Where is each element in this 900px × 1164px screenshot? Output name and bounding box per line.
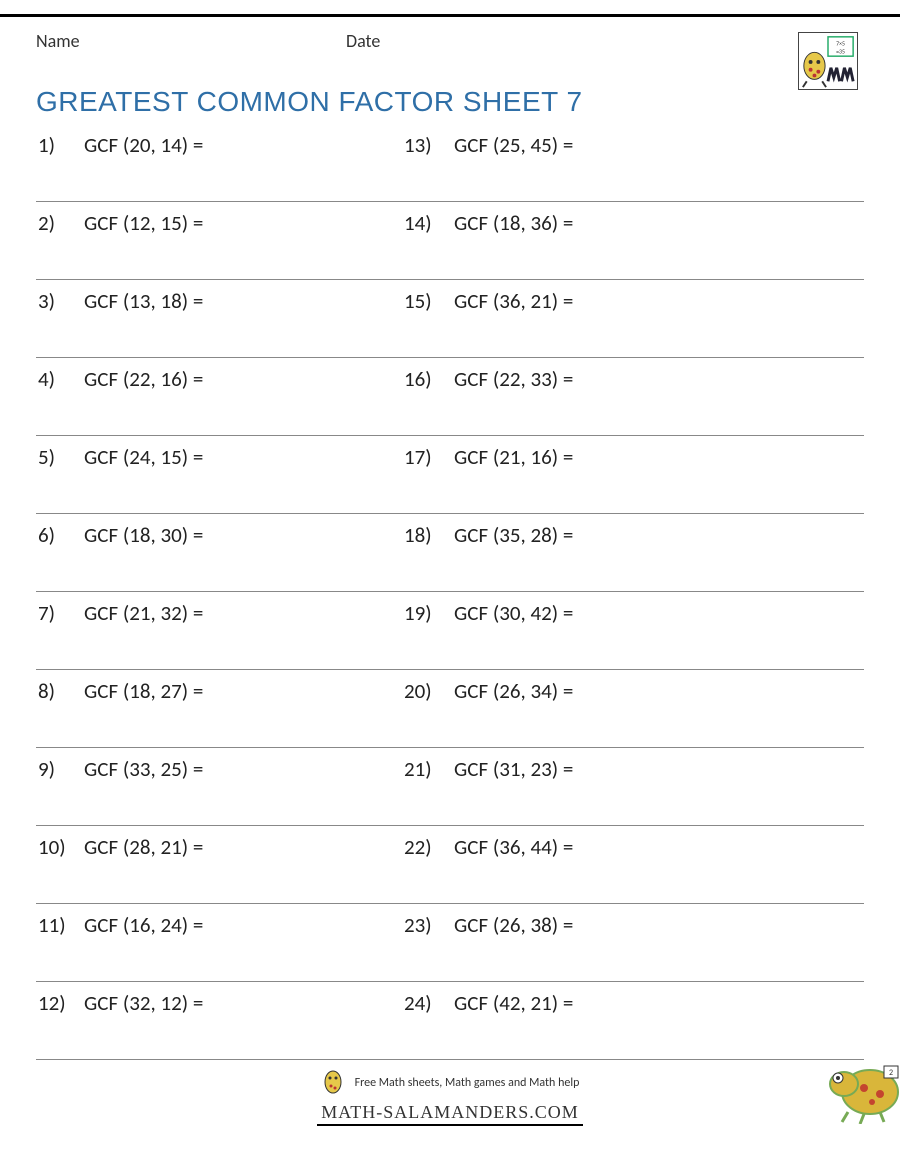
problem-number: 18): [404, 522, 454, 548]
svg-text:2: 2: [889, 1068, 893, 1078]
problem-grid: 1)GCF (20, 14) =13)GCF (25, 45) =2)GCF (…: [36, 124, 864, 1060]
problem-text: GCF (35, 28) =: [454, 522, 864, 548]
problem-number: 12): [36, 990, 84, 1016]
problem-text: GCF (42, 21) =: [454, 990, 864, 1016]
salamander-small-icon: [321, 1066, 347, 1100]
problem-row: 2)GCF (12, 15) =14)GCF (18, 36) =: [36, 202, 864, 280]
problem-number: 15): [404, 288, 454, 314]
problem-row: 12)GCF (32, 12) =24)GCF (42, 21) =: [36, 982, 864, 1060]
problem-text: GCF (26, 38) =: [454, 912, 864, 938]
problem-number: 17): [404, 444, 454, 470]
problem-row: 3)GCF (13, 18) =15)GCF (36, 21) =: [36, 280, 864, 358]
page-footer: Free Math sheets, Math games and Math he…: [36, 1066, 864, 1126]
problem-text: GCF (36, 21) =: [454, 288, 864, 314]
problem-number: 14): [404, 210, 454, 236]
problem-text: GCF (33, 25) =: [84, 756, 404, 782]
problem-number: 19): [404, 600, 454, 626]
worksheet-header: Name Date: [36, 30, 864, 78]
salamander-logo-icon: 7×5 =35: [798, 32, 858, 90]
problem-number: 10): [36, 834, 84, 860]
footer-tagline: Free Math sheets, Math games and Math he…: [355, 1076, 580, 1090]
problem-number: 20): [404, 678, 454, 704]
problem-number: 4): [36, 366, 84, 392]
problem-number: 16): [404, 366, 454, 392]
problem-number: 21): [404, 756, 454, 782]
problem-row: 5)GCF (24, 15) =17)GCF (21, 16) =: [36, 436, 864, 514]
problem-text: GCF (13, 18) =: [84, 288, 404, 314]
problem-text: GCF (18, 30) =: [84, 522, 404, 548]
problem-text: GCF (26, 34) =: [454, 678, 864, 704]
problem-number: 9): [36, 756, 84, 782]
problem-text: GCF (30, 42) =: [454, 600, 864, 626]
name-label: Name: [36, 30, 346, 52]
problem-row: 1)GCF (20, 14) =13)GCF (25, 45) =: [36, 124, 864, 202]
problem-number: 1): [36, 132, 84, 158]
problem-number: 8): [36, 678, 84, 704]
problem-text: GCF (25, 45) =: [454, 132, 864, 158]
problem-number: 23): [404, 912, 454, 938]
svg-text:=35: =35: [836, 47, 845, 55]
problem-text: GCF (21, 32) =: [84, 600, 404, 626]
problem-number: 24): [404, 990, 454, 1016]
problem-text: GCF (16, 24) =: [84, 912, 404, 938]
problem-text: GCF (28, 21) =: [84, 834, 404, 860]
problem-text: GCF (21, 16) =: [454, 444, 864, 470]
problem-row: 7)GCF (21, 32) =19)GCF (30, 42) =: [36, 592, 864, 670]
problem-text: GCF (20, 14) =: [84, 132, 404, 158]
page-top-rule: [0, 14, 900, 17]
footer-site: MATH-SALAMANDERS.COM: [317, 1102, 583, 1126]
salamander-corner-icon: 2: [814, 1048, 900, 1124]
problem-row: 9)GCF (33, 25) =21)GCF (31, 23) =: [36, 748, 864, 826]
problem-number: 22): [404, 834, 454, 860]
problem-text: GCF (31, 23) =: [454, 756, 864, 782]
problem-text: GCF (22, 33) =: [454, 366, 864, 392]
problem-number: 7): [36, 600, 84, 626]
problem-number: 11): [36, 912, 84, 938]
worksheet-page: Name Date 7×5 =35 GREATEST COMMON FACTOR…: [36, 30, 864, 1144]
worksheet-title: GREATEST COMMON FACTOR SHEET 7: [36, 86, 864, 118]
date-label: Date: [346, 30, 864, 52]
problem-number: 13): [404, 132, 454, 158]
problem-number: 3): [36, 288, 84, 314]
problem-row: 8)GCF (18, 27) =20)GCF (26, 34) =: [36, 670, 864, 748]
problem-text: GCF (24, 15) =: [84, 444, 404, 470]
problem-row: 4)GCF (22, 16) =16)GCF (22, 33) =: [36, 358, 864, 436]
problem-number: 2): [36, 210, 84, 236]
problem-text: GCF (12, 15) =: [84, 210, 404, 236]
problem-text: GCF (36, 44) =: [454, 834, 864, 860]
problem-text: GCF (18, 36) =: [454, 210, 864, 236]
problem-row: 11)GCF (16, 24) =23)GCF (26, 38) =: [36, 904, 864, 982]
problem-text: GCF (18, 27) =: [84, 678, 404, 704]
problem-number: 6): [36, 522, 84, 548]
problem-text: GCF (32, 12) =: [84, 990, 404, 1016]
problem-row: 6)GCF (18, 30) =18)GCF (35, 28) =: [36, 514, 864, 592]
problem-number: 5): [36, 444, 84, 470]
problem-text: GCF (22, 16) =: [84, 366, 404, 392]
problem-row: 10)GCF (28, 21) =22)GCF (36, 44) =: [36, 826, 864, 904]
